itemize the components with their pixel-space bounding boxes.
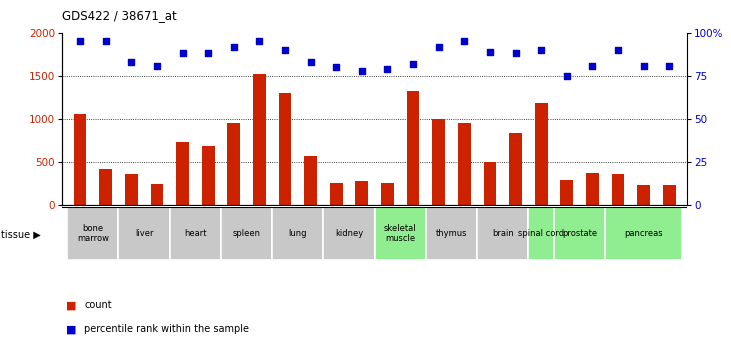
Bar <box>458 123 471 205</box>
Point <box>433 44 444 49</box>
Bar <box>74 114 86 205</box>
Bar <box>221 207 272 260</box>
Bar <box>612 174 624 205</box>
Bar <box>227 123 240 205</box>
Point <box>382 66 393 72</box>
Text: kidney: kidney <box>335 229 363 238</box>
Bar <box>554 207 605 260</box>
Point <box>202 51 214 56</box>
Text: GDS422 / 38671_at: GDS422 / 38671_at <box>62 9 177 22</box>
Point <box>586 63 598 68</box>
Bar <box>272 207 323 260</box>
Bar <box>637 185 650 205</box>
Text: ■: ■ <box>66 300 76 310</box>
Bar <box>509 133 522 205</box>
Text: spinal cord: spinal cord <box>518 229 564 238</box>
Point <box>330 65 342 70</box>
Point <box>458 39 470 44</box>
Text: skeletal
muscle: skeletal muscle <box>384 224 417 244</box>
Bar <box>535 104 548 205</box>
Bar <box>330 183 343 205</box>
Point <box>126 59 137 65</box>
Bar <box>432 119 445 205</box>
Point <box>356 68 368 73</box>
Bar <box>375 207 426 260</box>
Point <box>612 47 624 53</box>
Text: count: count <box>84 300 112 310</box>
Text: brain: brain <box>492 229 514 238</box>
Bar <box>381 183 394 205</box>
Text: heart: heart <box>184 229 207 238</box>
Bar <box>586 173 599 205</box>
Point <box>484 49 496 55</box>
Point <box>561 73 572 79</box>
Bar <box>406 90 420 205</box>
Bar <box>99 169 112 205</box>
Bar <box>426 207 477 260</box>
Point <box>510 51 521 56</box>
Bar <box>125 174 137 205</box>
Bar <box>323 207 375 260</box>
Text: percentile rank within the sample: percentile rank within the sample <box>84 325 249 334</box>
Text: tissue ▶: tissue ▶ <box>1 230 40 239</box>
Point <box>663 63 675 68</box>
Point <box>407 61 419 67</box>
Text: ■: ■ <box>66 325 76 334</box>
Point <box>75 39 86 44</box>
Bar <box>477 207 529 260</box>
Point <box>637 63 649 68</box>
Point <box>254 39 265 44</box>
Bar <box>529 207 554 260</box>
Bar <box>279 93 292 205</box>
Bar <box>253 74 266 205</box>
Point <box>177 51 189 56</box>
Text: lung: lung <box>289 229 307 238</box>
Text: pancreas: pancreas <box>624 229 663 238</box>
Point <box>279 47 291 53</box>
Text: spleen: spleen <box>232 229 260 238</box>
Point <box>228 44 240 49</box>
Text: bone
marrow: bone marrow <box>77 224 109 244</box>
Text: thymus: thymus <box>436 229 467 238</box>
Bar <box>202 146 214 205</box>
Point <box>305 59 317 65</box>
Bar <box>118 207 170 260</box>
Text: liver: liver <box>135 229 154 238</box>
Point <box>535 47 547 53</box>
Bar <box>67 207 118 260</box>
Bar <box>561 180 573 205</box>
Bar <box>663 185 675 205</box>
Bar <box>605 207 682 260</box>
Text: prostate: prostate <box>562 229 597 238</box>
Point <box>100 39 112 44</box>
Bar <box>355 181 368 205</box>
Bar <box>483 162 496 205</box>
Bar <box>304 156 317 205</box>
Point <box>151 63 163 68</box>
Bar <box>151 184 163 205</box>
Bar <box>170 207 221 260</box>
Bar <box>176 142 189 205</box>
